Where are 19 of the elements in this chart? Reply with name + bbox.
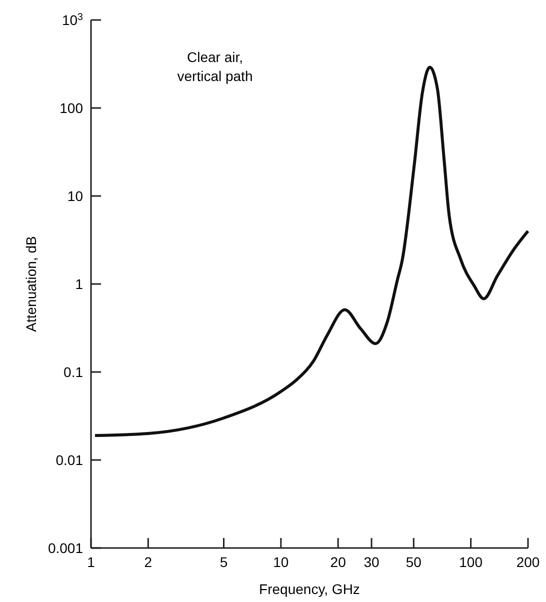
x-tick-label: 50 <box>406 554 422 570</box>
x-tick-label: 2 <box>144 554 152 570</box>
y-tick-label: 1 <box>75 276 84 292</box>
x-tick-label: 1 <box>87 554 96 570</box>
x-tick-label: 200 <box>516 554 540 570</box>
x-axis-title: Frequency, GHz <box>259 581 360 597</box>
y-axis-title: Attenuation, dB <box>23 236 39 332</box>
y-tick-label: 100 <box>60 100 84 116</box>
y-tick-label: 10 <box>67 188 84 204</box>
y-tick-label: 0.1 <box>64 364 84 380</box>
y-tick-label: 10$^{3}$ <box>62 12 84 28</box>
x-tick-label: 5 <box>220 554 228 570</box>
y-tick-label: 0.01 <box>56 452 84 468</box>
annotation: Clear air, vertical path <box>177 49 253 84</box>
y-tick-label: 0.001 <box>48 540 84 556</box>
x-tick-label: 10 <box>273 554 289 570</box>
x-tick-label: 30 <box>364 554 380 570</box>
x-tick-label: 20 <box>330 554 346 570</box>
x-tick-label: 100 <box>459 554 483 570</box>
